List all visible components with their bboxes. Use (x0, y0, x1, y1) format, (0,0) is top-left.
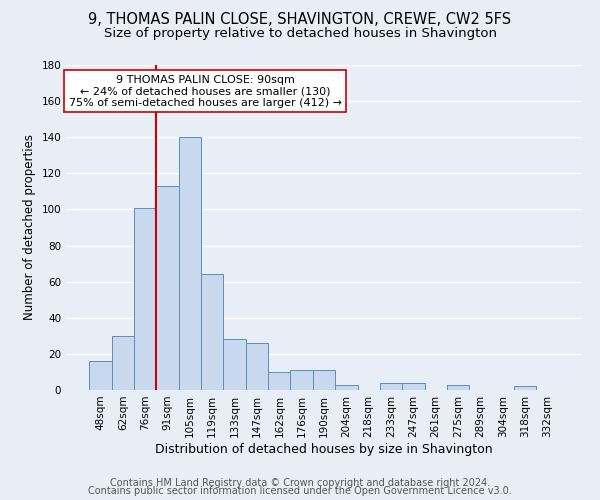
Text: Size of property relative to detached houses in Shavington: Size of property relative to detached ho… (104, 28, 497, 40)
Bar (514, 386, 536, 390)
Bar (157, 186, 179, 390)
Bar (313, 370, 335, 390)
Bar (447, 384, 469, 390)
Bar (268, 372, 290, 390)
Bar (335, 384, 358, 390)
Bar (112, 336, 134, 390)
Bar (89, 361, 112, 390)
X-axis label: Distribution of detached houses by size in Shavington: Distribution of detached houses by size … (155, 442, 493, 456)
Bar (223, 340, 246, 390)
Bar (290, 370, 313, 390)
Bar (402, 383, 425, 390)
Bar (380, 383, 402, 390)
Y-axis label: Number of detached properties: Number of detached properties (23, 134, 36, 320)
Text: Contains public sector information licensed under the Open Government Licence v3: Contains public sector information licen… (88, 486, 512, 496)
Text: 9, THOMAS PALIN CLOSE, SHAVINGTON, CREWE, CW2 5FS: 9, THOMAS PALIN CLOSE, SHAVINGTON, CREWE… (88, 12, 512, 28)
Text: Contains HM Land Registry data © Crown copyright and database right 2024.: Contains HM Land Registry data © Crown c… (110, 478, 490, 488)
Bar (246, 343, 268, 390)
Text: 9 THOMAS PALIN CLOSE: 90sqm
← 24% of detached houses are smaller (130)
75% of se: 9 THOMAS PALIN CLOSE: 90sqm ← 24% of det… (69, 74, 342, 108)
Bar (201, 274, 223, 390)
Bar (179, 137, 201, 390)
Bar (134, 208, 157, 390)
